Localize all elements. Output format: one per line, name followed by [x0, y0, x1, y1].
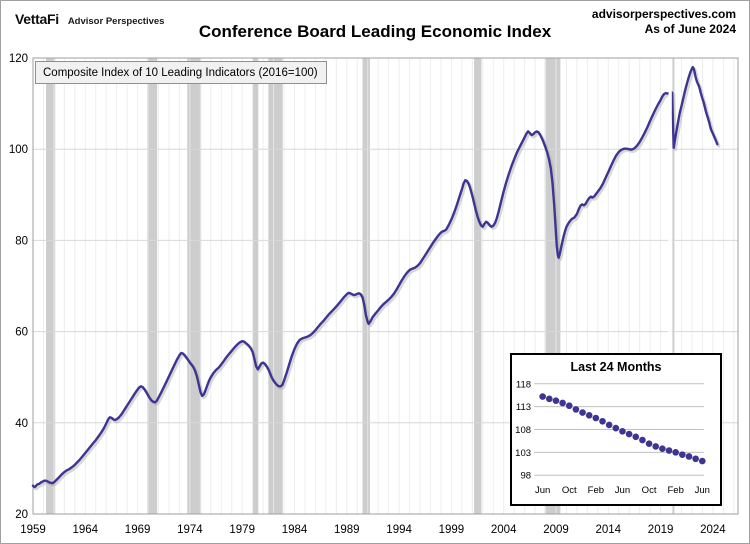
inset-data-dot — [585, 412, 593, 419]
x-axis-label: 2019 — [648, 524, 674, 536]
recession-band — [252, 58, 259, 514]
inset-y-label: 118 — [516, 379, 531, 390]
site-url: advisorperspectives.com — [591, 7, 736, 21]
recession-band — [362, 58, 370, 514]
inset-data-dot — [692, 455, 699, 463]
page-title: Conference Board Leading Economic Index — [198, 22, 552, 41]
recession-band — [187, 58, 202, 514]
inset-data-dot — [659, 445, 666, 453]
inset-data-dot — [632, 433, 640, 441]
header-right: advisorperspectives.com As of June 2024 — [592, 7, 736, 37]
inset-data-dot — [619, 428, 626, 435]
x-axis-label: 1974 — [177, 524, 203, 536]
inset-x-label: Jun — [615, 485, 630, 496]
advisor-perspectives-label: Advisor Perspectives — [67, 16, 165, 27]
inset-data-dot — [685, 453, 693, 460]
inset-data-dot — [665, 447, 673, 454]
y-axis-label: 80 — [15, 235, 28, 247]
inset-data-dot — [652, 443, 660, 450]
inset-data-dot — [672, 449, 680, 456]
inset-y-label: 98 — [520, 471, 531, 482]
inset-data-dot — [679, 451, 686, 458]
inset-y-label: 103 — [515, 448, 531, 459]
inset-box: Last 24 Months 118 113 108 103 98 Jun Oct Feb Ju… — [510, 353, 722, 506]
x-axis-label: 1994 — [386, 524, 412, 536]
x-axis-label: 2024 — [700, 524, 726, 536]
y-axis-label: 120 — [9, 53, 28, 65]
y-axis-label: 20 — [15, 509, 28, 521]
inset-x-label: Oct — [562, 485, 577, 496]
inset-data-dot — [645, 440, 653, 447]
y-axis-label: 40 — [15, 418, 28, 430]
as-of-date: As of June 2024 — [644, 22, 736, 36]
covid-gap-strip — [668, 58, 672, 514]
inset-x-label: Feb — [667, 485, 683, 496]
inset-data-dot — [698, 457, 706, 465]
x-axis-label: 1969 — [125, 524, 151, 536]
lei-line — [31, 65, 719, 489]
x-axis-label: 2004 — [491, 524, 517, 536]
inset-data-dot — [612, 424, 620, 432]
recession-band — [46, 58, 56, 514]
vettafi-logo-text: VettaFi — [15, 11, 59, 27]
inset-x-label: Jun — [695, 485, 710, 496]
recession-band — [147, 58, 158, 514]
inset-data-dot — [625, 430, 633, 438]
inset-data-dot — [559, 399, 566, 407]
inset-data-dot — [572, 406, 580, 413]
inset-title: Last 24 Months — [570, 360, 662, 374]
y-axis-label: 60 — [15, 327, 28, 339]
inset-data-dot — [552, 397, 560, 405]
x-axis-label: 1959 — [20, 524, 46, 536]
inset-data-dot — [565, 402, 573, 410]
inset-data-dot — [592, 414, 600, 422]
recession-band — [672, 58, 675, 514]
inset-y-label: 113 — [516, 402, 531, 413]
inset-data-dot — [639, 436, 646, 444]
recession-band — [474, 58, 482, 514]
x-axis-label: 2014 — [596, 524, 622, 536]
x-axis-label: 1984 — [282, 524, 308, 536]
inset-y-label: 108 — [515, 425, 531, 436]
vettafi-logo: VettaFi Advisor Perspectives — [15, 11, 164, 29]
inset-x-label: Jun — [535, 485, 550, 496]
inset-x-label: Oct — [642, 485, 657, 496]
y-axis-label: 100 — [9, 144, 28, 156]
x-axis-label: 1979 — [229, 524, 255, 536]
inset-data-dot — [605, 421, 613, 429]
x-axis-label: 1999 — [439, 524, 465, 536]
inset-data-dot — [579, 409, 586, 416]
series-label-box: Composite Index of 10 Leading Indicators… — [35, 61, 327, 84]
inset-x-label: Feb — [588, 485, 604, 496]
inset-data-dot — [539, 393, 546, 400]
x-axis-label: 1964 — [73, 524, 99, 536]
series-label: Composite Index of 10 Leading Indicators… — [43, 66, 318, 79]
x-axis-label: 2009 — [543, 524, 569, 536]
plot-border — [32, 57, 739, 515]
inset-data-dot — [599, 417, 606, 425]
recession-band — [268, 58, 283, 514]
inset-data-dot — [545, 395, 553, 403]
x-axis-label: 1989 — [334, 524, 360, 536]
inset-chart: 118 113 108 103 98 Jun Oct Feb Jun Oct Feb Jun — [515, 379, 710, 496]
